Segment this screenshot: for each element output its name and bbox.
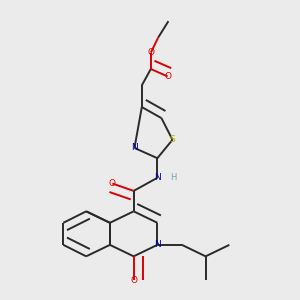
Text: N: N: [154, 173, 161, 182]
Text: N: N: [154, 240, 161, 249]
Text: N: N: [131, 143, 138, 152]
Text: O: O: [147, 48, 154, 57]
Text: O: O: [130, 275, 137, 284]
Text: S: S: [169, 135, 175, 144]
Text: H: H: [169, 173, 176, 182]
Text: O: O: [109, 179, 116, 188]
Text: O: O: [164, 72, 171, 81]
